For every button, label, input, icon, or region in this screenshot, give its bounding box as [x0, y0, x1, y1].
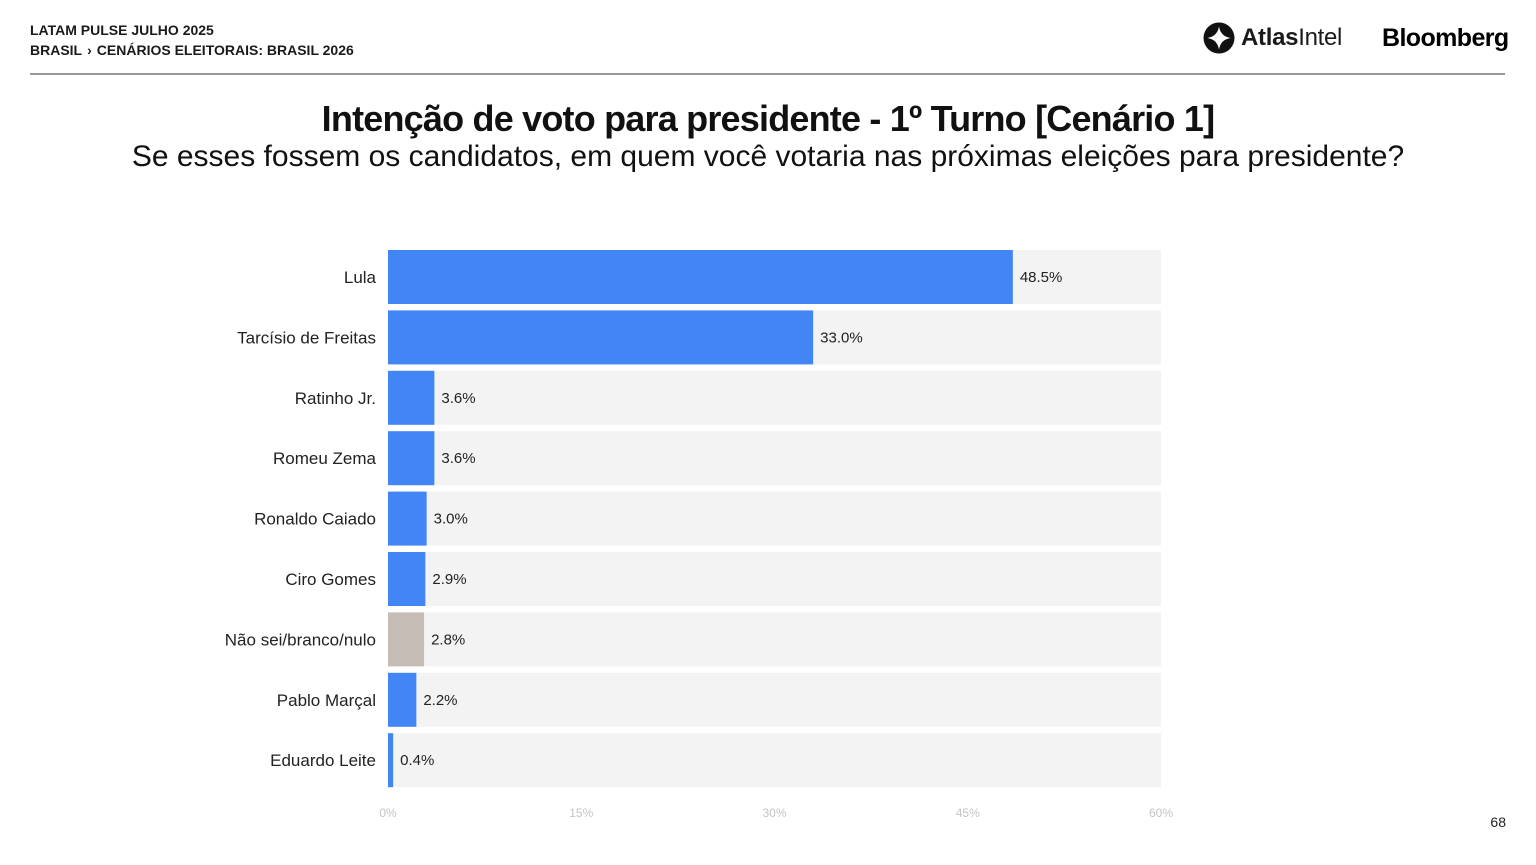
bar [388, 310, 814, 365]
data-label: 33.0% [820, 329, 863, 346]
header-divider [30, 73, 1505, 75]
atlasintel-mark-icon [1203, 22, 1235, 54]
category-label: Pablo Marçal [277, 691, 376, 710]
bar [388, 552, 426, 606]
category-label: Lula [344, 268, 377, 287]
bar-track [388, 672, 1161, 727]
chart-title: Intenção de voto para presidente - 1º Tu… [321, 98, 1215, 139]
bar-track [388, 431, 1161, 486]
data-label: 3.0% [434, 511, 468, 528]
bar-row: Tarcísio de Freitas 33.0% [237, 310, 1161, 365]
bar-row: Eduardo Leite 0.4% [270, 733, 1161, 788]
atlasintel-logo: AtlasIntel [1203, 20, 1342, 56]
bar-track [388, 491, 1161, 546]
bar-row: Lula 48.5% [344, 250, 1161, 304]
breadcrumb-current: CENÁRIOS ELEITORAIS: BRASIL 2026 [96, 42, 354, 58]
x-tick-label: 15% [569, 806, 593, 820]
x-tick-label: 45% [956, 806, 980, 820]
x-tick-label: 60% [1149, 806, 1173, 820]
category-label: Eduardo Leite [270, 751, 376, 770]
category-label: Romeu Zema [273, 449, 377, 468]
bar [388, 250, 1013, 304]
breadcrumb: BRASIL › CENÁRIOS ELEITORAIS: BRASIL 2026 [30, 40, 354, 60]
bar [388, 370, 435, 425]
report-header: LATAM PULSE JULHO 2025 BRASIL › CENÁRIOS E… [30, 20, 354, 60]
bar-row: Romeu Zema 3.6% [273, 431, 1161, 486]
data-label: 2.2% [423, 692, 457, 709]
category-label: Não sei/branco/nulo [225, 630, 376, 649]
bar [388, 672, 417, 727]
data-label: 3.6% [441, 390, 475, 407]
bar [388, 491, 427, 546]
category-label: Ciro Gomes [285, 570, 376, 589]
breadcrumb-separator: › [87, 42, 92, 58]
data-label: 2.8% [431, 631, 465, 648]
category-label: Ronaldo Caiado [254, 510, 376, 529]
bar-track [388, 370, 1161, 425]
breadcrumb-root: BRASIL [30, 42, 83, 58]
data-label: 0.4% [400, 752, 434, 769]
bar [388, 612, 425, 667]
bar-row: Pablo Marçal 2.2% [277, 672, 1161, 727]
bar-track [388, 612, 1161, 667]
x-tick-label: 0% [379, 806, 397, 820]
bar-track [388, 733, 1161, 788]
x-tick-label: 30% [762, 806, 786, 820]
bloomberg-logo: Bloomberg [1382, 24, 1509, 52]
bar [388, 431, 435, 486]
atlasintel-wordmark: AtlasIntel [1241, 24, 1343, 51]
bar-row: Não sei/branco/nulo 2.8% [225, 612, 1161, 667]
bar-row: Ratinho Jr. 3.6% [295, 370, 1161, 425]
page-number: 68 [1490, 814, 1506, 830]
bar-track [388, 552, 1161, 606]
data-label: 3.6% [441, 450, 475, 467]
category-label: Tarcísio de Freitas [237, 328, 376, 347]
data-label: 48.5% [1020, 269, 1063, 286]
data-label: 2.9% [432, 571, 466, 588]
chart-subtitle: Se esses fossem os candidatos, em quem v… [131, 140, 1405, 173]
bar-row: Ronaldo Caiado 3.0% [254, 491, 1161, 546]
category-label: Ratinho Jr. [295, 389, 376, 408]
bar-row: Ciro Gomes 2.9% [285, 552, 1161, 606]
report-title: LATAM PULSE JULHO 2025 [30, 22, 214, 38]
bar [388, 733, 394, 788]
